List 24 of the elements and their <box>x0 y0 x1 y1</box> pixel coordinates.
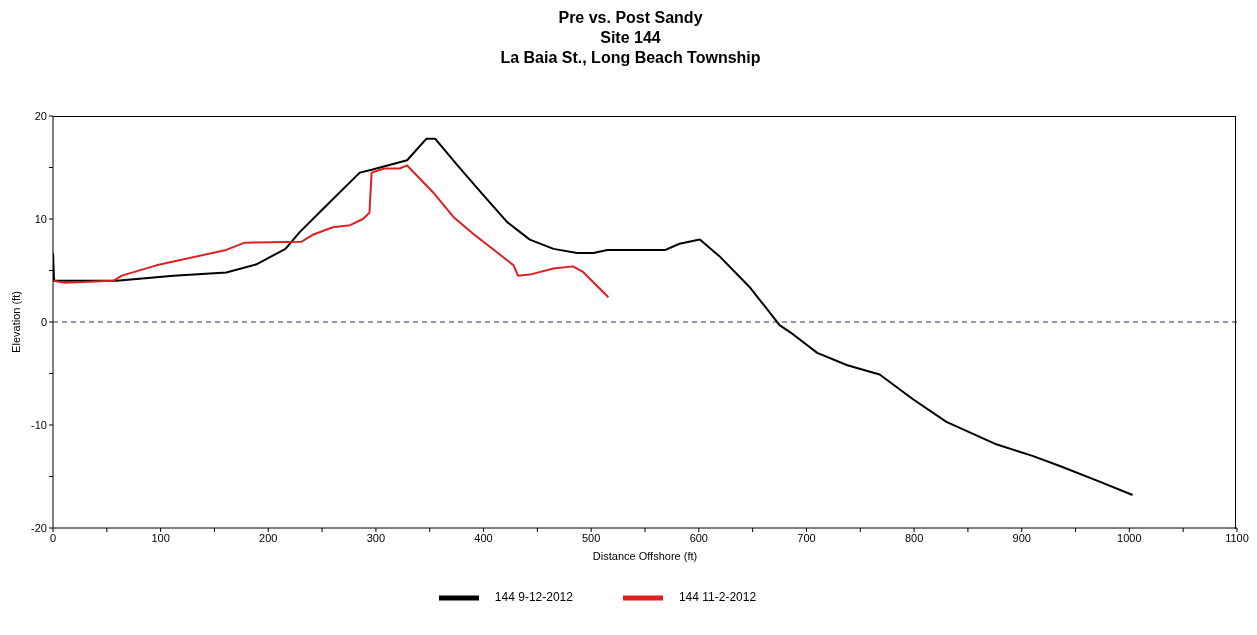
y-tick-label: -10 <box>31 418 47 431</box>
x-tick-label: 300 <box>366 531 386 544</box>
x-tick-label: 600 <box>689 531 708 544</box>
x-tick-label: 200 <box>259 531 278 544</box>
y-tick-label: 0 <box>40 315 47 328</box>
line-series <box>53 164 610 299</box>
x-axis-title: Distance Offshore (ft) <box>592 550 698 562</box>
x-tick-label: 1000 <box>1117 531 1142 544</box>
chart-title: Pre vs. Post Sandy <box>557 8 704 28</box>
x-tick-label: 900 <box>1012 531 1031 544</box>
legend-label: 144 9-12-2012 <box>494 590 573 605</box>
x-tick-label: 800 <box>904 531 924 544</box>
x-tick-label: 700 <box>797 531 816 544</box>
y-axis-title: Elevation (ft) <box>9 291 22 353</box>
x-tick-label: 1100 <box>1225 531 1249 544</box>
x-tick-label: 500 <box>582 531 601 544</box>
chart-subtitle: Site 144 La Baia St., Long Beach Township <box>499 28 762 68</box>
y-tick-label: 20 <box>34 109 47 122</box>
x-tick-label: 100 <box>151 531 170 544</box>
x-tick-label: 400 <box>474 531 493 544</box>
legend-label: 144 11-2-2012 <box>678 590 757 605</box>
x-tick-label: 0 <box>49 531 57 544</box>
y-tick-label: -20 <box>31 521 47 534</box>
y-tick-label: 10 <box>34 212 47 225</box>
